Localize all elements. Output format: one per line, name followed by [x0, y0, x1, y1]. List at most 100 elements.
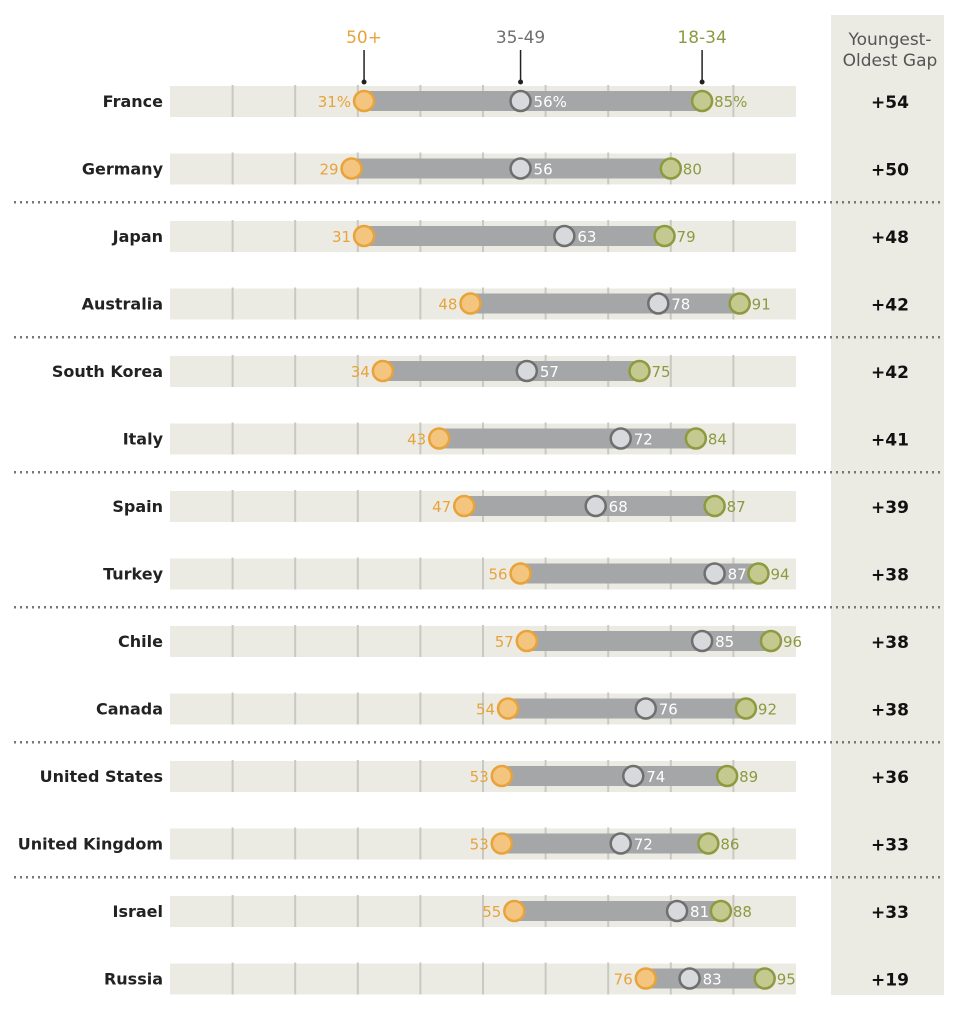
- label-35-49: 56: [534, 161, 553, 179]
- dot-50plus: [452, 494, 476, 518]
- range-bar: [470, 293, 740, 314]
- label-35-49: 63: [577, 228, 596, 246]
- country-label: Australia: [82, 295, 163, 314]
- label-18-34: 75: [652, 363, 671, 381]
- dot-35-49: [634, 697, 658, 720]
- dot-18-34: [734, 697, 758, 720]
- gap-value: +48: [871, 228, 909, 248]
- dot-50plus: [427, 427, 451, 450]
- gap-value: +50: [871, 161, 909, 181]
- gap-value: +33: [871, 903, 909, 923]
- label-50plus: 47: [432, 498, 451, 516]
- country-label: Turkey: [103, 565, 164, 584]
- country-label: South Korea: [52, 362, 163, 381]
- range-bar: [526, 631, 771, 651]
- label-18-34: 89: [739, 768, 758, 786]
- dot-18-34: [690, 89, 714, 113]
- label-18-34: 92: [758, 701, 777, 719]
- dot-18-34: [659, 157, 683, 180]
- dot-50plus: [352, 224, 376, 248]
- label-35-49: 85: [715, 633, 734, 651]
- dot-35-49: [609, 427, 632, 450]
- dot-35-49: [515, 359, 539, 383]
- label-18-34: 80: [683, 161, 702, 179]
- dot-50plus: [371, 359, 395, 383]
- country-label: Chile: [118, 632, 163, 651]
- dot-18-34: [628, 359, 651, 383]
- label-35-49: 72: [634, 431, 653, 449]
- range-bar: [645, 968, 765, 989]
- dot-18-34: [715, 764, 739, 788]
- gap-value: +42: [871, 296, 909, 316]
- country-label: Germany: [82, 160, 164, 179]
- gap-header-line1: Youngest-: [848, 30, 932, 50]
- legend-label-50+: 50+: [346, 28, 382, 48]
- gap-value: +39: [871, 498, 909, 518]
- country-label: Japan: [112, 227, 163, 246]
- dot-50plus: [503, 899, 526, 923]
- dot-35-49: [690, 629, 714, 653]
- legend-pointer-dot: [699, 79, 705, 85]
- dot-35-49: [647, 292, 670, 315]
- label-35-49: 56%: [534, 93, 567, 111]
- country-label: United Kingdom: [18, 835, 163, 854]
- gap-value: +19: [871, 971, 909, 991]
- dot-18-34: [728, 292, 751, 315]
- label-50plus: 31: [332, 228, 351, 246]
- dot-35-49: [509, 157, 532, 180]
- label-50plus: 56: [488, 566, 507, 584]
- label-18-34: 88: [733, 903, 752, 921]
- dot-35-49: [678, 967, 701, 990]
- label-50plus: 29: [319, 161, 338, 179]
- label-50plus: 31%: [318, 93, 351, 111]
- label-18-34: 96: [783, 633, 802, 651]
- dot-50plus: [490, 832, 514, 855]
- label-35-49: 57: [540, 363, 559, 381]
- gap-header-line2: Oldest Gap: [843, 51, 938, 71]
- dot-18-34: [753, 967, 776, 990]
- range-bar: [382, 361, 640, 381]
- country-label: Canada: [96, 700, 163, 719]
- range-bar: [364, 91, 703, 111]
- dot-50plus: [634, 967, 658, 990]
- dot-18-34: [684, 427, 708, 450]
- country-label: Spain: [112, 497, 163, 516]
- country-label: United States: [40, 767, 163, 786]
- dot-35-49: [665, 899, 689, 923]
- gap-column-bg: [831, 15, 944, 995]
- dot-35-49: [509, 89, 532, 113]
- dot-50plus: [496, 697, 520, 720]
- dot-18-34: [653, 224, 676, 248]
- range-bar: [520, 563, 759, 584]
- dot-50plus: [459, 292, 482, 315]
- dot-50plus: [490, 764, 514, 788]
- dot-50plus: [515, 629, 539, 653]
- label-50plus: 48: [438, 296, 457, 314]
- gap-value: +38: [871, 701, 909, 721]
- label-50plus: 55: [482, 903, 501, 921]
- label-35-49: 72: [634, 836, 653, 854]
- legend-label-18-34: 18-34: [677, 28, 726, 48]
- label-50plus: 53: [470, 836, 489, 854]
- legend-label-35-49: 35-49: [496, 28, 545, 48]
- label-18-34: 94: [770, 566, 789, 584]
- label-35-49: 76: [659, 701, 678, 719]
- dot-18-34: [709, 899, 733, 923]
- range-bar: [501, 833, 709, 854]
- label-18-34: 85%: [714, 93, 747, 111]
- gap-value: +38: [871, 566, 909, 586]
- label-35-49: 81: [690, 903, 709, 921]
- dot-35-49: [553, 224, 576, 248]
- gap-value: +33: [871, 836, 909, 856]
- range-bar: [508, 698, 746, 719]
- label-50plus: 57: [495, 633, 514, 651]
- label-50plus: 54: [476, 701, 495, 719]
- label-50plus: 53: [470, 768, 489, 786]
- country-label: Russia: [104, 970, 163, 989]
- gap-value: +41: [871, 431, 909, 451]
- range-bar: [364, 226, 665, 246]
- dot-50plus: [340, 157, 363, 180]
- label-35-49: 87: [728, 566, 747, 584]
